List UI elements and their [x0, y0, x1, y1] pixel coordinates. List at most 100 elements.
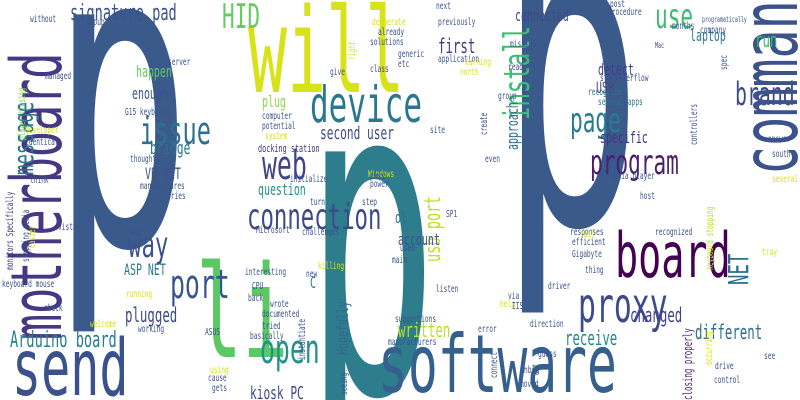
- word-several-apps: several apps: [598, 98, 643, 108]
- word-g15-keyboard: G15 keyboard: [125, 108, 170, 118]
- word-pass: pass: [370, 172, 385, 182]
- word-monitors-specifically: monitors Specifically: [6, 192, 16, 270]
- word-asp-net: ASP NET: [124, 262, 166, 278]
- word-suggestions: suggestions: [395, 315, 436, 325]
- word-listen: listen: [436, 285, 458, 295]
- word-working: working: [138, 325, 164, 335]
- word-instantiate: instantiate: [298, 319, 308, 360]
- word-several: several: [772, 175, 798, 185]
- word-group: group: [498, 92, 517, 102]
- word-new: new: [306, 270, 317, 280]
- word-killing: killing: [318, 262, 344, 272]
- word-interesting: interesting: [245, 268, 286, 278]
- word-motherboard: NET: [725, 254, 753, 285]
- word-media-player: media player: [610, 172, 655, 182]
- word-initialize: initialize: [290, 175, 327, 185]
- word-check: check: [44, 304, 63, 314]
- word-gets: gets: [212, 384, 227, 394]
- word-main: main: [392, 256, 407, 266]
- word-back: back: [248, 294, 263, 304]
- word-see: see: [764, 352, 775, 362]
- word-documented: documented: [262, 310, 299, 320]
- word-second-user: second user: [320, 125, 394, 143]
- word-hope: hope: [128, 228, 143, 238]
- word-controllers: controllers: [690, 104, 700, 145]
- word-developer: developer: [25, 126, 59, 136]
- word-iis: IIS: [512, 302, 523, 312]
- word-programatically: programatically: [702, 16, 747, 24]
- word-driver: driver: [548, 282, 570, 292]
- word-moved: moved: [520, 380, 539, 390]
- word-server: server: [168, 58, 190, 68]
- word-host: host: [640, 192, 655, 202]
- word-basically: basically: [250, 332, 284, 342]
- word-hopefully: Hopefully: [335, 301, 351, 355]
- word-connect: connect: [490, 352, 500, 378]
- word-changed: changed: [630, 305, 682, 325]
- word-system: system: [265, 132, 287, 142]
- word-post: post: [610, 0, 625, 10]
- word-kiosk-pc: kiosk PC: [250, 385, 304, 400]
- word-step: step: [362, 198, 377, 208]
- word-vista: Vista: [58, 223, 77, 233]
- word-direction: direction: [530, 320, 564, 330]
- word-occurring: occurring: [705, 331, 715, 365]
- word-plug: plug: [262, 94, 286, 110]
- word-mac: Mac: [655, 42, 664, 50]
- word-already: already: [378, 28, 404, 38]
- word-next: next: [436, 2, 451, 12]
- word-tray: tray: [762, 248, 777, 258]
- word-control: control: [714, 376, 740, 386]
- word-months: months: [672, 22, 694, 32]
- word-company: company: [700, 26, 726, 36]
- word-etc: etc: [398, 60, 409, 70]
- word-approach: approach: [505, 102, 521, 150]
- word-run: run: [755, 30, 777, 50]
- word-ol: ol: [395, 210, 407, 226]
- word-drive: drive: [715, 362, 734, 372]
- word-running: running: [126, 290, 152, 300]
- word-thoughts: thoughts: [130, 155, 160, 165]
- word-easier: easier: [28, 226, 38, 248]
- word-wrote: wrote: [270, 300, 289, 310]
- word-keyboard-mouse: keyboard mouse: [2, 280, 54, 290]
- word-recognize: recognize: [588, 88, 622, 98]
- word-gigabyte: Gigabyte: [572, 250, 602, 260]
- word-tries: tries: [167, 192, 186, 202]
- word-give: give: [330, 68, 345, 78]
- word-think: think: [30, 176, 49, 186]
- word-ready: ready: [508, 63, 527, 73]
- word-south: south: [772, 150, 791, 160]
- word-identical: identical: [25, 138, 59, 148]
- word-used: used: [400, 244, 415, 254]
- word-welcome: welcome: [90, 320, 116, 330]
- word-previously: previously: [438, 18, 475, 28]
- word-asus: ASUS: [205, 328, 220, 338]
- word-happen: happen: [136, 64, 172, 80]
- word-recognized: recognized: [655, 228, 692, 238]
- word-seeing: seeing: [340, 373, 350, 395]
- word-enough: enough: [132, 86, 168, 102]
- word-missing: missing: [510, 40, 536, 50]
- word-closing-properly: closing properly: [682, 328, 694, 400]
- word-docking-station: docking station: [258, 143, 320, 154]
- word-keyboard-stopping: keyboard stopping: [706, 207, 716, 270]
- word-vb-net: VB NET: [145, 166, 181, 182]
- word-answer: answer: [768, 135, 790, 145]
- word-even: even: [485, 155, 500, 165]
- word-connected: connected: [515, 8, 569, 24]
- word-sp1: SP1: [446, 210, 457, 220]
- word-class: class: [370, 65, 389, 75]
- word-turn: turn: [310, 198, 325, 208]
- word-tried: tried: [262, 322, 281, 332]
- word-fail: fail: [580, 230, 595, 240]
- word-plugged: plugged: [125, 305, 177, 325]
- word-specific: specific: [600, 130, 648, 146]
- word-error: error: [478, 325, 497, 335]
- word-popup: popup: [86, 18, 105, 28]
- word-create: create: [480, 113, 490, 135]
- word-thing: thing: [585, 266, 604, 276]
- word-arduino-board: Arduino board: [10, 330, 117, 352]
- word-first: first: [438, 36, 475, 56]
